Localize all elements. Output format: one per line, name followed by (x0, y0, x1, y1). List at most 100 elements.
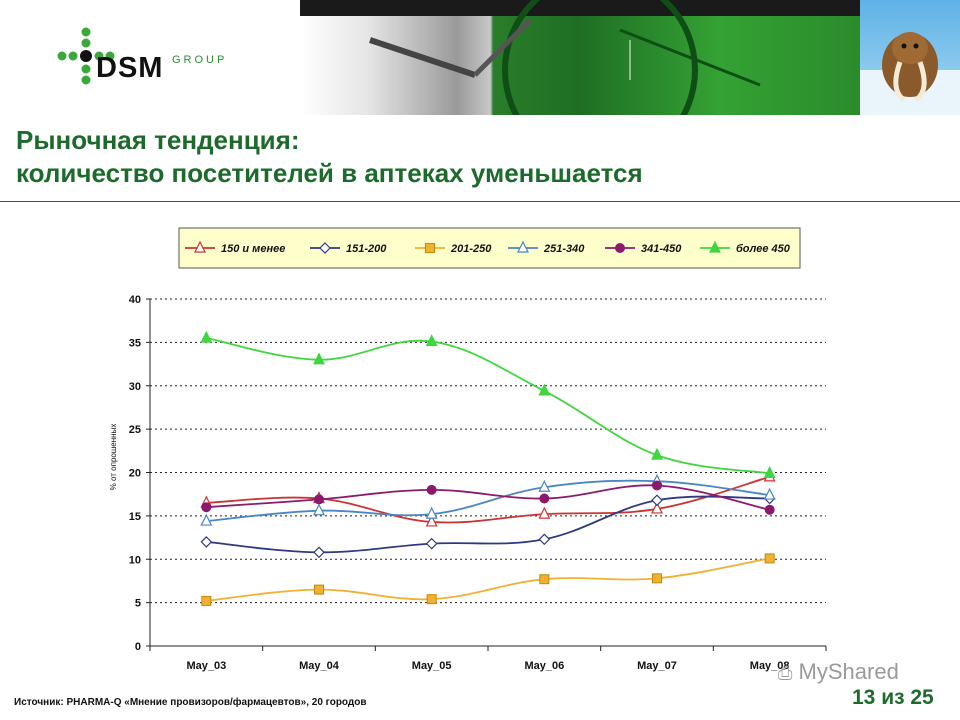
legend-label: 251-340 (543, 243, 585, 255)
header-clock-photo (300, 0, 860, 115)
chart-series (200, 330, 776, 606)
data-point (651, 501, 663, 514)
title-divider (0, 201, 960, 202)
legend-marker (517, 240, 529, 253)
legend-label: 151-200 (346, 243, 387, 255)
x-tick-label: May_06 (524, 660, 564, 672)
x-tick-label: May_08 (750, 660, 790, 672)
y-tick-label: 40 (129, 294, 141, 306)
y-axis-label: % от опрошенных (109, 424, 118, 491)
data-point (201, 595, 212, 606)
legend-item: 251-340 (508, 240, 585, 255)
y-tick-label: 10 (129, 554, 141, 566)
data-point (539, 493, 550, 504)
data-point (425, 334, 438, 347)
x-tick-labels: May_03 May_04 May_05 May_06 May_07 May_08 (186, 660, 789, 672)
y-tick-label: 30 (129, 381, 141, 393)
series-1 (200, 469, 776, 527)
series-2 (200, 492, 776, 559)
logo-cross-icon (57, 27, 115, 85)
y-tick-label: 25 (129, 424, 141, 436)
dsm-group-logo: GROUP (54, 24, 224, 99)
data-point (313, 503, 325, 516)
logo-dsm-text: DSM (96, 52, 164, 84)
legend-label: 201-250 (450, 243, 492, 255)
legend-item: более 450 (700, 240, 791, 255)
series-6 (200, 330, 776, 478)
y-tick-label: 0 (135, 641, 141, 653)
legend-marker (194, 240, 206, 253)
data-point (200, 330, 213, 343)
chart-axes (149, 299, 827, 651)
watermark-text: MyShared (798, 659, 899, 684)
series-5 (201, 480, 775, 515)
x-tick-label: May_07 (637, 660, 677, 672)
data-point (764, 553, 775, 564)
legend-marker (615, 243, 625, 253)
data-point (763, 466, 776, 478)
data-point (538, 506, 551, 519)
legend-label: 341-450 (641, 243, 682, 255)
data-point (200, 513, 213, 526)
series-line (206, 479, 770, 522)
data-point (539, 574, 550, 585)
series-line (206, 484, 770, 511)
data-point (538, 383, 551, 396)
data-point (425, 537, 438, 550)
legend-label: 150 и менее (221, 243, 285, 255)
series-3 (201, 553, 775, 606)
data-point (538, 533, 551, 546)
y-tick-labels: 0 5 10 15 20 25 30 35 40 (129, 294, 141, 653)
data-point (426, 594, 437, 605)
source-note: Источник: PHARMA-Q «Мнение провизоров/фа… (14, 697, 367, 708)
page-number: 13 из 25 (852, 686, 934, 709)
legend-box (178, 227, 801, 269)
series-4 (200, 473, 776, 526)
data-point (200, 536, 213, 548)
legend-marker (425, 243, 435, 253)
x-tick-label: May_03 (186, 660, 226, 672)
y-tick-label: 20 (129, 468, 141, 480)
clock-hands-image (369, 0, 761, 115)
title-line-2: количество посетителей в аптеках уменьша… (16, 158, 643, 188)
y-tick-label: 15 (129, 511, 141, 523)
myshared-watermark: ⎙ MyShared (778, 659, 899, 685)
watermark-icon: ⎙ (778, 663, 793, 683)
data-point (314, 494, 324, 505)
logo-group-text: GROUP (172, 54, 228, 66)
x-tick-label: May_04 (299, 660, 340, 672)
data-point (313, 352, 325, 365)
data-point (426, 484, 437, 495)
x-tick-label: May_05 (412, 660, 452, 672)
data-point (651, 494, 663, 507)
series-line (206, 495, 770, 554)
line-chart: 150 и менее 151-200 201-250 251-340 341-450 б… (109, 227, 827, 672)
data-point (201, 502, 212, 513)
chart-gridlines (146, 298, 826, 647)
data-point (425, 514, 438, 527)
data-point (425, 506, 438, 519)
legend-marker (709, 240, 721, 253)
chart-legend: 150 и менее 151-200 201-250 251-340 341-450 б… (178, 227, 801, 269)
cartoon-mammoth-image (860, 0, 960, 115)
header-photo-top-band (300, 0, 860, 16)
series-line (206, 475, 770, 524)
data-point (763, 487, 776, 500)
legend-item: 150 и менее (185, 240, 285, 255)
y-tick-label: 35 (129, 337, 141, 349)
data-point (652, 480, 662, 491)
legend-marker (319, 242, 331, 254)
legend-label: более 450 (736, 243, 791, 255)
y-tick-label: 5 (135, 598, 141, 610)
data-point (314, 584, 324, 595)
legend-item: 201-250 (415, 243, 492, 255)
series-line (206, 557, 770, 602)
legend-item: 151-200 (310, 242, 387, 255)
title-line-1: Рыночная тенденция: (16, 125, 300, 155)
mammoth-icon (860, 32, 960, 115)
slide-title: Рыночная тенденция: количество посетител… (16, 124, 916, 190)
data-point (651, 447, 663, 460)
data-point (652, 573, 662, 584)
data-point (764, 504, 775, 515)
legend-item: 341-450 (605, 243, 682, 255)
